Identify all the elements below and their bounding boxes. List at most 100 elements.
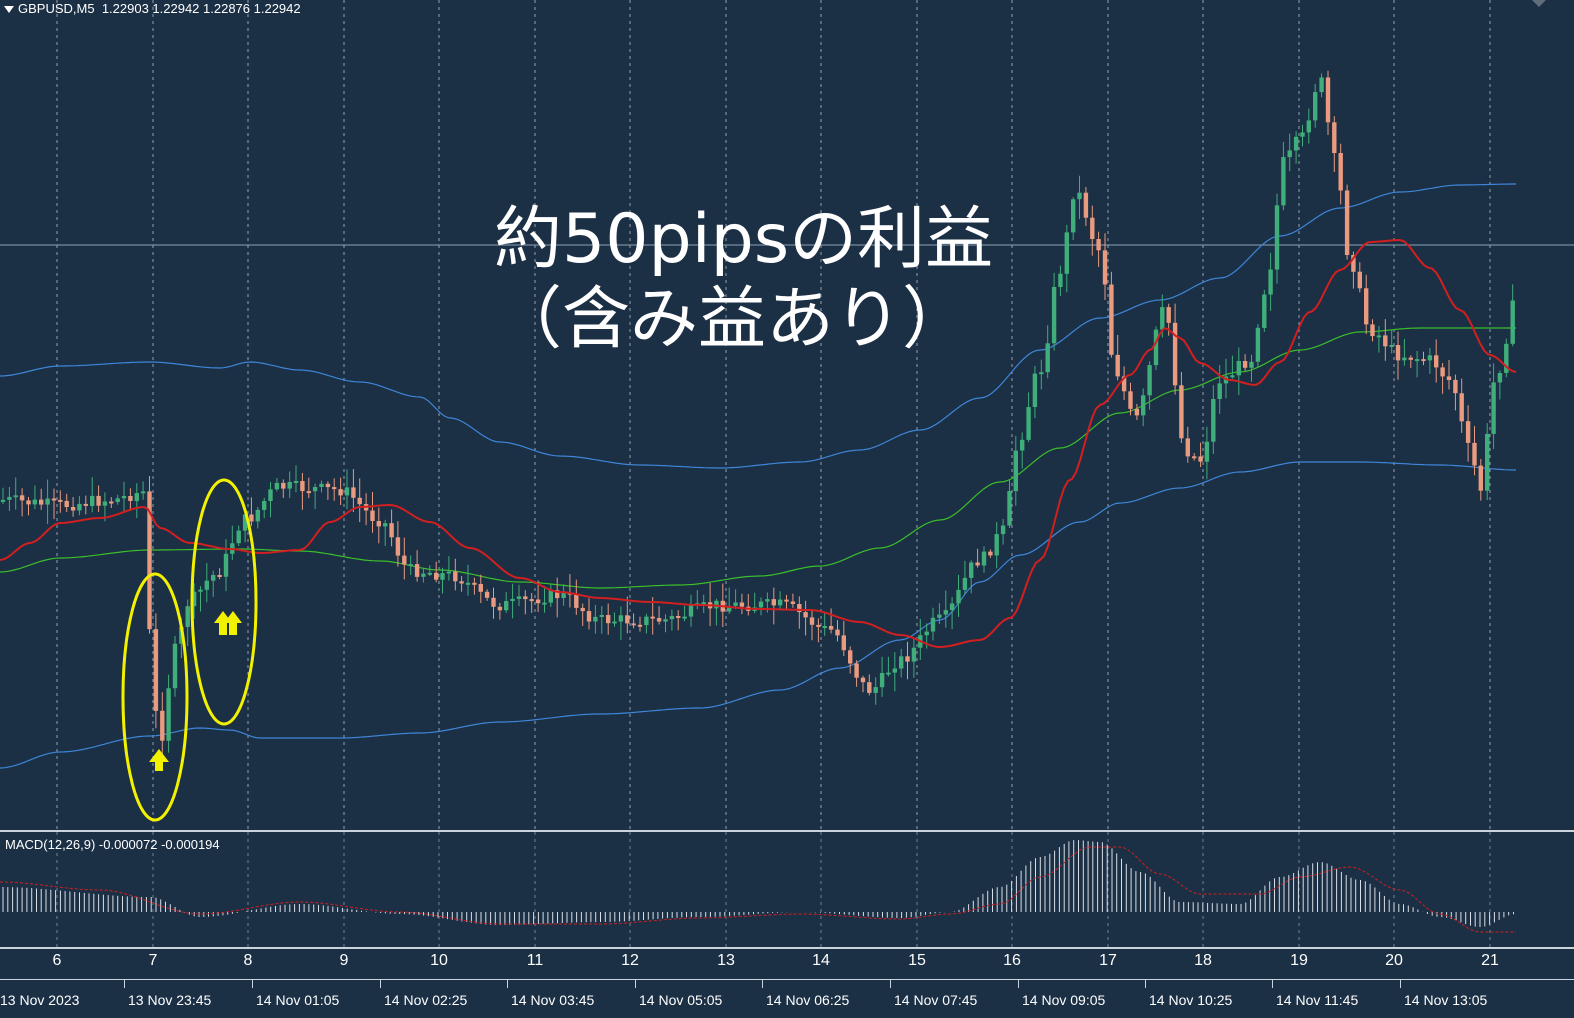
candle-body [1185,438,1190,457]
candle-body [1357,271,1362,289]
candle-body [465,582,471,585]
candle-body [981,551,987,566]
candle-body [421,573,426,577]
candle-body [739,602,745,607]
candle-body [962,577,968,590]
candle-body [497,606,503,611]
candle-body [1051,287,1057,344]
candle-body [1319,77,1324,93]
candle-body [1491,382,1496,434]
candles [0,70,1515,759]
symbol-name: GBPUSD,M5 [18,1,95,16]
candle-body [1395,345,1401,361]
candle-body [924,631,929,636]
candle-body [147,491,152,630]
candle-body [96,495,101,506]
candle-body [822,626,827,628]
candle-body [1338,153,1343,191]
candle-body [478,584,483,592]
panel-separator[interactable] [0,830,1574,832]
candle-body [1147,365,1152,396]
candle-body [542,602,547,605]
chevron-down-icon[interactable] [4,6,14,14]
candle-body [1141,395,1146,416]
candle-body [516,596,522,599]
candle-body [1020,439,1025,451]
candle-body [1166,307,1171,323]
candle-body [1242,361,1248,368]
candle-body [529,599,534,602]
candle-body [268,489,273,501]
candle-body [1000,525,1006,535]
candle-body [1172,322,1178,386]
candle-body [1306,120,1311,133]
candle-body [656,618,662,622]
candle-body [453,571,458,582]
candle-body [1204,441,1210,462]
scale-label: 16 [1003,952,1021,969]
candle-body [1344,190,1350,255]
bollinger-upper-band [0,183,1516,469]
grid-lines [56,0,1491,830]
candle-body [427,572,432,575]
symbol-header: GBPUSD,M5 1.22903 1.22942 1.22876 1.2294… [4,1,301,16]
candle-body [650,616,655,619]
scale-label: 10 [430,952,448,969]
candle-body [1121,376,1127,392]
time-tick [1145,980,1146,988]
time-tick [890,980,891,988]
candle-body [867,682,872,693]
price-chart[interactable] [0,0,1574,830]
candle-body [803,612,808,618]
candle-body [459,581,464,584]
candle-body [83,503,88,506]
candle-body [758,601,764,608]
candle-body [1293,136,1299,151]
shift-marker-icon[interactable] [1532,0,1546,7]
candle-body [765,599,770,602]
candle-body [357,497,362,505]
candle-body [121,496,127,499]
candle-body [115,498,120,502]
candle-body [1325,77,1331,123]
candle-body [561,592,566,598]
candle-body [911,647,917,662]
candle-body [1160,307,1165,330]
candle-body [637,624,643,627]
candle-body [586,611,592,622]
candle-body [1332,122,1337,153]
candle-body [1281,157,1286,206]
entry-highlight-ellipse-1 [121,572,189,822]
time-label: 14 Nov 05:05 [639,992,723,1008]
candle-body [39,499,44,505]
candle-body [1376,335,1382,338]
candle-body [809,617,815,625]
candle-body [777,599,783,606]
candle-body [1465,421,1471,443]
candle-body [1102,250,1108,285]
candle-body [338,489,343,496]
candle-body [790,601,796,604]
candle-body [300,481,305,492]
candle-body [128,496,133,501]
candle-body [376,521,381,527]
time-tick [380,980,381,988]
candle-body [1192,456,1197,459]
time-axis[interactable]: 13 Nov 2023 13 Nov 23:45 14 Nov 01:05 14 No… [0,979,1574,1018]
time-tick [252,980,253,988]
candle-body [1268,269,1273,295]
scale-label: 15 [908,952,926,969]
candle-body [45,498,50,505]
candle-body [1007,491,1012,526]
up-arrow-icon [149,749,169,771]
macd-histogram [2,840,1514,927]
macd-panel[interactable] [0,832,1574,947]
candle-body [688,605,694,617]
candle-body [848,650,853,664]
candle-body [644,616,649,626]
time-label: 14 Nov 07:45 [894,992,978,1008]
candle-body [1364,288,1369,325]
candle-body [64,500,69,507]
candle-body [395,537,401,556]
time-label: 14 Nov 11:45 [1276,992,1359,1008]
